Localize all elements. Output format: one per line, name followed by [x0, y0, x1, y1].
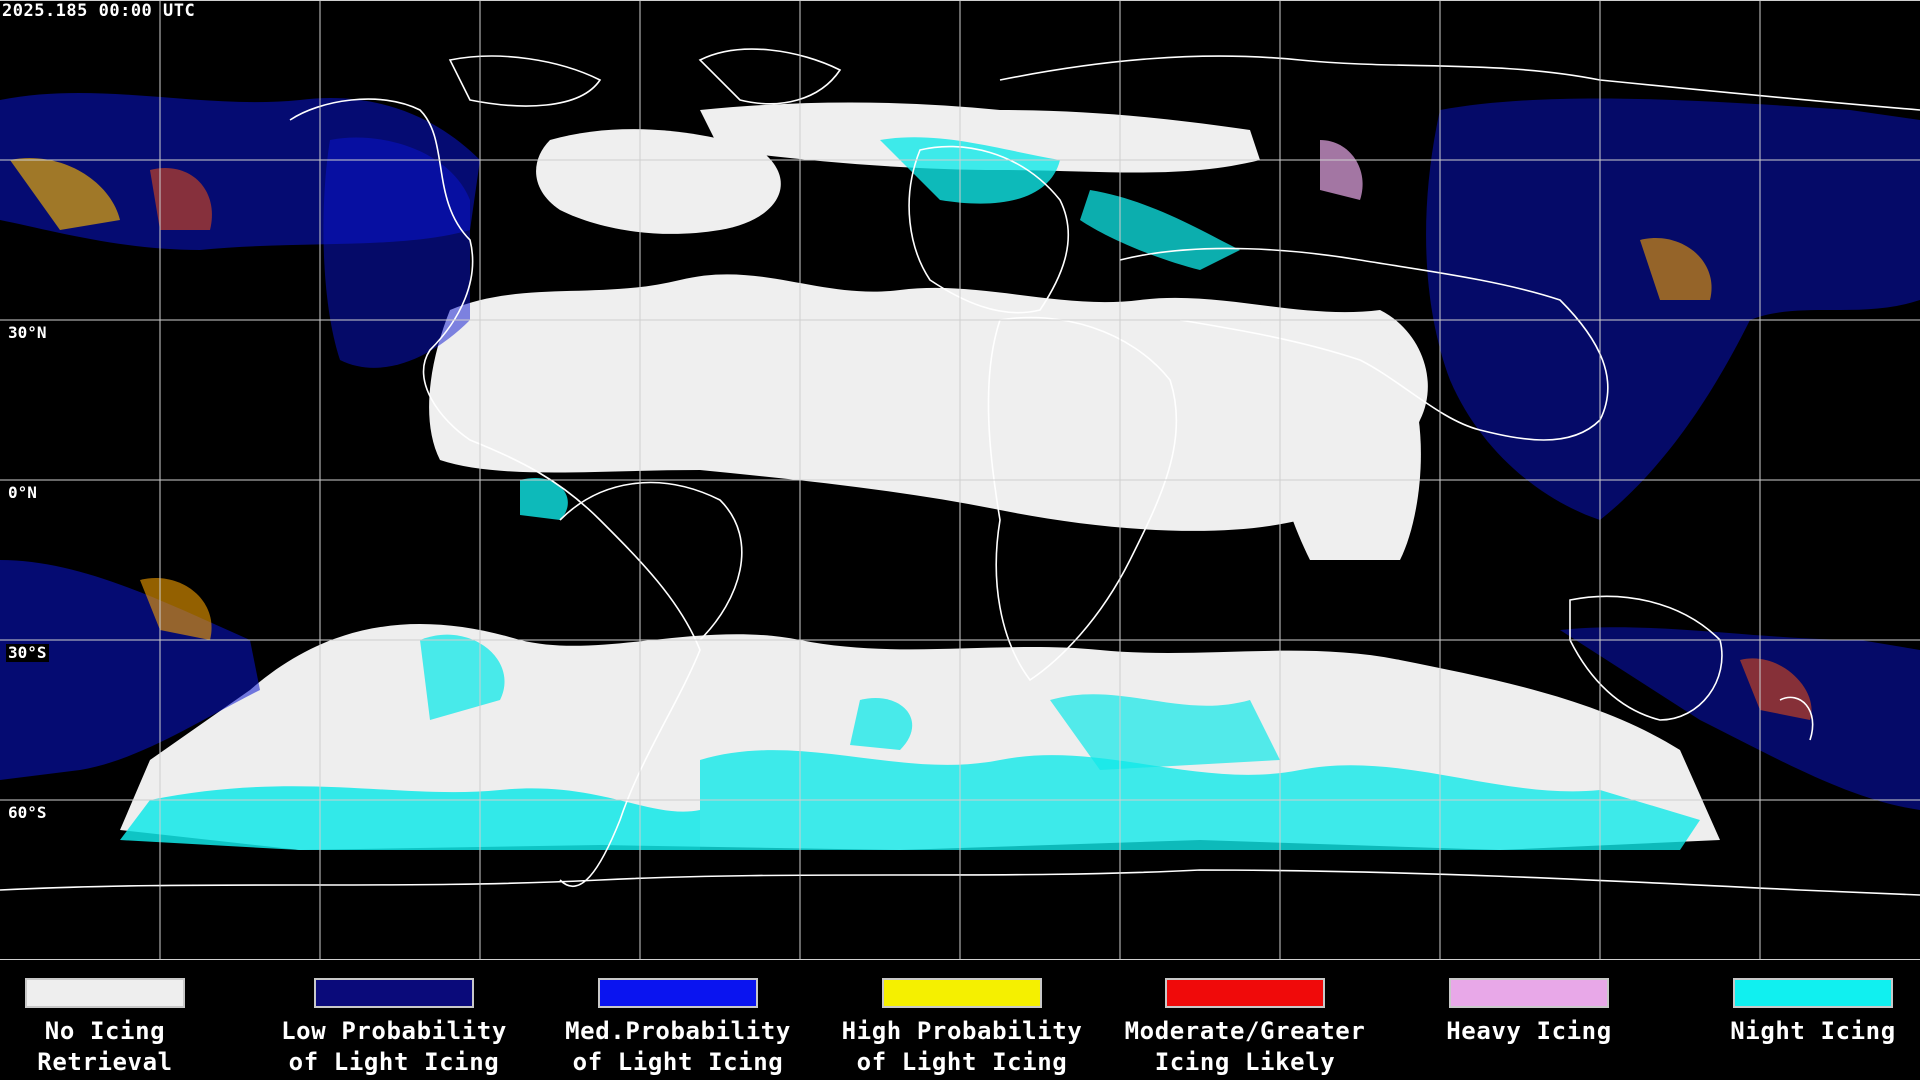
legend: No Icing Retrieval Low Probability of Ligh… — [0, 960, 1920, 1080]
legend-label: High Probability of Light Icing — [841, 1017, 1083, 1076]
legend-swatch-night — [1733, 978, 1893, 1008]
legend-item-heavy: Heavy Icing — [1394, 978, 1664, 1047]
legend-item-low-prob: Low Probability of Light Icing — [259, 978, 529, 1078]
icing-map: 2025.185 00:00 UTC 30°N 0°N 30°S 60°S — [0, 0, 1920, 960]
map-canvas — [0, 0, 1920, 960]
southern-cloud-band — [120, 624, 1720, 850]
coastlines — [0, 48, 1920, 896]
legend-swatch-moderate — [1165, 978, 1325, 1008]
lat-label-0: 0°N — [6, 483, 39, 502]
legend-label: No Icing Retrieval — [37, 1017, 173, 1076]
timestamp-label: 2025.185 00:00 UTC — [2, 1, 196, 21]
legend-label: Low Probability of Light Icing — [281, 1017, 507, 1076]
legend-label: Moderate/Greater Icing Likely — [1124, 1017, 1366, 1076]
legend-label: Night Icing — [1730, 1017, 1896, 1045]
legend-item-high-prob: High Probability of Light Icing — [827, 978, 1097, 1078]
white-cloud-areas — [429, 102, 1428, 560]
lat-label-30s: 30°S — [6, 643, 49, 662]
legend-item-night: Night Icing — [1678, 978, 1920, 1047]
lat-label-30n: 30°N — [6, 323, 49, 342]
legend-swatch-low-prob — [314, 978, 474, 1008]
legend-item-no-icing: No Icing Retrieval — [0, 978, 240, 1078]
lat-label-60s: 60°S — [6, 803, 49, 822]
legend-swatch-med-prob — [598, 978, 758, 1008]
legend-item-moderate: Moderate/Greater Icing Likely — [1110, 978, 1380, 1078]
legend-label: Heavy Icing — [1446, 1017, 1612, 1045]
legend-item-med-prob: Med.Probability of Light Icing — [543, 978, 813, 1078]
legend-label: Med.Probability of Light Icing — [565, 1017, 791, 1076]
legend-swatch-no-icing — [25, 978, 185, 1008]
lat-lon-grid — [0, 0, 1920, 960]
legend-swatch-high-prob — [882, 978, 1042, 1008]
icing-clusters — [0, 92, 1920, 810]
legend-swatch-heavy — [1449, 978, 1609, 1008]
